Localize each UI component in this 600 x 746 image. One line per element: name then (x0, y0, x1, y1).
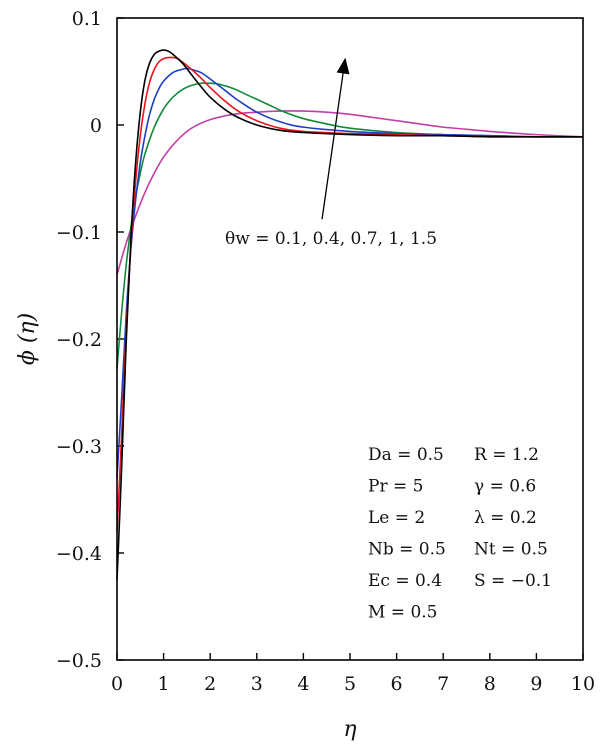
parameter-label: Ec = 0.4 (368, 571, 442, 591)
y-tick-label: −0.1 (56, 222, 102, 244)
x-tick-label: 10 (571, 673, 595, 695)
parameter-label: S = −0.1 (474, 571, 552, 591)
x-tick-label: 8 (484, 673, 496, 695)
y-axis-label: ϕ (η) (15, 313, 40, 365)
x-tick-label: 3 (251, 673, 263, 695)
y-tick-label: 0.1 (72, 8, 102, 30)
annotation: θw = 0.1, 0.4, 0.7, 1, 1.5 (225, 57, 437, 249)
parameter-label: R = 1.2 (474, 445, 539, 465)
plot-frame (116, 17, 584, 661)
axis-ticks: 0 1 2 3 4 5 6 7 8 9 10 −0.5 −0.4 −0.3 −0.2 −0.1 0 0.1 (56, 8, 595, 695)
x-tick-label: 1 (158, 673, 170, 695)
parameter-label: Pr = 5 (368, 477, 423, 497)
x-tick-label: 6 (391, 673, 403, 695)
y-tick-label: −0.3 (56, 436, 102, 458)
parameter-label: Le = 2 (368, 508, 425, 528)
parameter-label: γ = 0.6 (474, 477, 536, 497)
series-line-3 (116, 67, 584, 479)
y-tick-label: −0.2 (56, 329, 102, 351)
plot-lines (116, 49, 584, 580)
annotation-arrow (321, 73, 344, 220)
series-line-5 (116, 110, 584, 276)
parameter-label: Nt = 0.5 (474, 540, 548, 560)
x-tick-label: 2 (204, 673, 216, 695)
annotation-label: θw = 0.1, 0.4, 0.7, 1, 1.5 (225, 229, 437, 249)
parameter-label: M = 0.5 (368, 603, 438, 623)
x-tick-label: 0 (111, 673, 123, 695)
x-tick-label: 7 (437, 673, 449, 695)
y-tick-label: 0 (90, 115, 102, 137)
parameter-label: λ = 0.2 (474, 508, 537, 528)
x-tick-label: 9 (530, 673, 542, 695)
y-tick-label: −0.4 (56, 543, 102, 565)
x-axis-label: η (343, 717, 356, 742)
parameter-list: Da = 0.5 R = 1.2 Pr = 5 γ = 0.6 Le = 2 λ = 0.… (368, 445, 552, 623)
series-line-4 (116, 82, 584, 370)
x-tick-label: 5 (344, 673, 356, 695)
y-tick-label: −0.5 (56, 650, 102, 672)
x-tick-label: 4 (297, 673, 309, 695)
parameter-label: Da = 0.5 (368, 445, 444, 465)
series-line-1 (116, 49, 583, 580)
annotation-arrowhead (336, 57, 350, 75)
parameter-label: Nb = 0.5 (368, 540, 446, 560)
